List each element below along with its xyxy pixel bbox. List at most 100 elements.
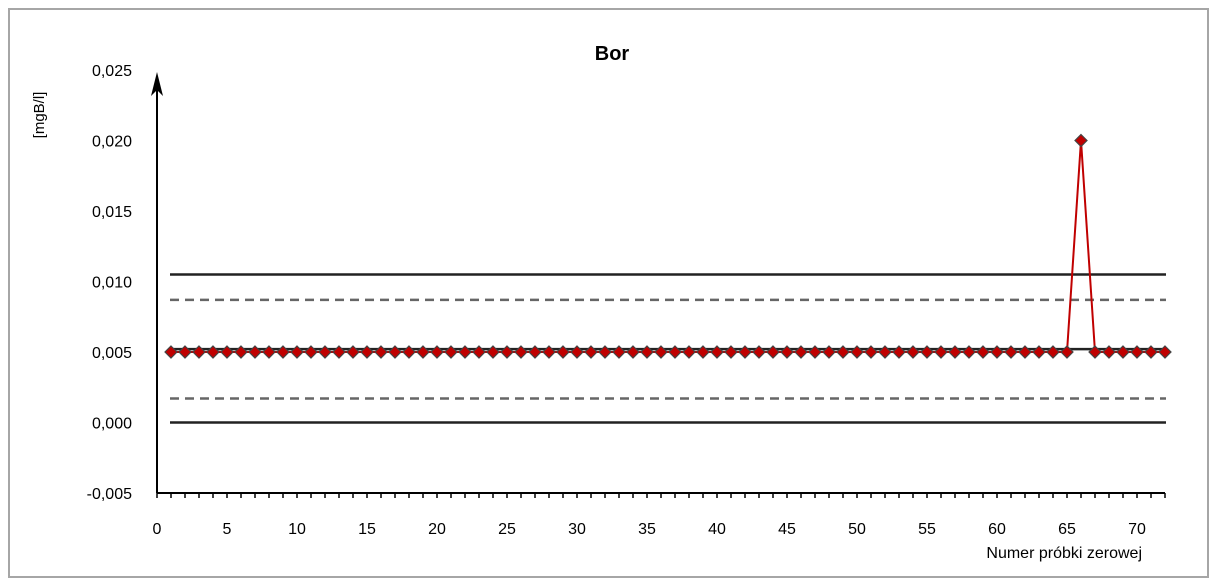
data-point-marker [934,345,948,359]
data-point-marker [906,345,920,359]
data-point-marker [192,345,206,359]
data-point-marker [304,345,318,359]
x-tick-label: 20 [428,521,446,538]
data-point-marker [668,345,682,359]
data-point-marker [752,345,766,359]
data-point-marker [990,345,1004,359]
x-tick-label: 60 [988,521,1006,538]
data-point-marker [1088,345,1102,359]
y-tick-label: 0,005 [92,345,132,362]
data-point-marker [472,345,486,359]
data-point-marker [458,345,472,359]
data-point-marker [598,345,612,359]
data-point-marker [1116,345,1130,359]
x-tick-label: 35 [638,521,656,538]
data-point-marker [962,345,976,359]
data-point-marker [584,345,598,359]
chart-frame [8,8,1209,578]
y-tick-label: 0,010 [92,275,132,292]
data-point-marker [430,345,444,359]
y-axis-label: [mgB/l] [31,92,48,139]
data-point-marker [612,345,626,359]
data-point-marker [1130,345,1144,359]
data-point-marker [402,345,416,359]
data-point-marker [234,345,248,359]
x-axis-label: Numer próbki zerowej [986,545,1142,562]
data-point-marker [248,345,262,359]
data-point-marker [388,345,402,359]
data-point-marker [514,345,528,359]
data-point-marker [724,345,738,359]
chart-title: Bor [595,43,630,65]
data-point-marker [178,345,192,359]
data-point-marker [864,345,878,359]
data-point-marker [892,345,906,359]
data-point-marker [738,345,752,359]
x-tick-label: 45 [778,521,796,538]
data-point-marker [794,345,808,359]
data-point-marker [164,345,178,359]
data-point-marker [1004,345,1018,359]
data-point-marker [360,345,374,359]
data-point-marker [416,345,430,359]
data-point-marker [444,345,458,359]
axes: -0,005 0,000 0,005 0,010 0,015 0,020 0,025 0 5 10… [87,63,1166,538]
series-line [171,140,1165,353]
reference-lines [170,273,1166,424]
data-point-marker [850,345,864,359]
data-point-marker [640,345,654,359]
x-tick-label: 15 [358,521,376,538]
data-point-marker [836,345,850,359]
data-point-marker [374,345,388,359]
data-point-marker [1018,345,1032,359]
x-tick-label: 65 [1058,521,1076,538]
data-point-marker [682,345,696,359]
x-tick-label: 10 [288,521,306,538]
x-tick-label: 50 [848,521,866,538]
data-point-marker [822,345,836,359]
data-point-marker [1158,345,1172,359]
x-tick-label: 30 [568,521,586,538]
x-tick-label: 25 [498,521,516,538]
data-point-marker [1144,345,1158,359]
y-tick-label: 0,000 [92,416,132,433]
data-point-marker [1060,345,1074,359]
data-point-marker [318,345,332,359]
data-point-marker [262,345,276,359]
data-point-marker [780,345,794,359]
series-group [164,133,1172,359]
data-point-marker [346,345,360,359]
y-tick-label: -0,005 [87,486,132,503]
data-point-marker [206,345,220,359]
data-point-marker [920,345,934,359]
data-point-marker [556,345,570,359]
y-tick-label: 0,020 [92,134,132,151]
data-point-marker [808,345,822,359]
data-point-marker [948,345,962,359]
data-point-marker [528,345,542,359]
y-tick-label: 0,015 [92,204,132,221]
data-point-marker [878,345,892,359]
x-tick-label: 0 [153,521,162,538]
data-point-marker [290,345,304,359]
data-point-marker [976,345,990,359]
data-point-marker [1046,345,1060,359]
data-point-marker [570,345,584,359]
data-point-marker [654,345,668,359]
y-tick-label: 0,025 [92,63,132,80]
data-point-marker [766,345,780,359]
x-tick-label: 40 [708,521,726,538]
data-point-marker [486,345,500,359]
x-tick-label: 5 [223,521,232,538]
data-point-marker [1102,345,1116,359]
x-tick-label: 55 [918,521,936,538]
y-axis-arrow [151,72,163,96]
data-point-marker [500,345,514,359]
data-point-marker [542,345,556,359]
x-tick-label: 70 [1128,521,1146,538]
data-point-marker [1032,345,1046,359]
data-point-marker [332,345,346,359]
data-point-marker [710,345,724,359]
data-point-marker [1074,133,1088,148]
